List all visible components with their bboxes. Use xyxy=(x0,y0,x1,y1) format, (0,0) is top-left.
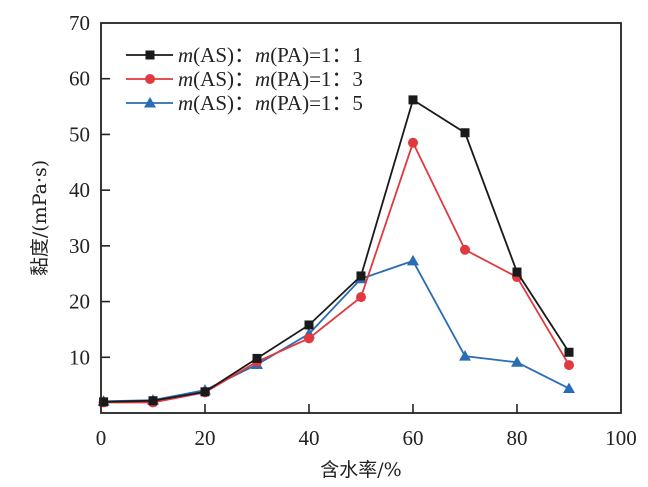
legend-marker xyxy=(145,74,155,84)
y-axis-title: 黏度/(mPa·s) xyxy=(29,160,51,276)
data-point xyxy=(460,128,470,138)
y-tick-label: 70 xyxy=(69,11,90,35)
y-tick-label: 30 xyxy=(69,234,90,258)
series-line xyxy=(103,98,570,403)
legend-label: m(AS)：m(PA)=1：1 xyxy=(178,43,363,67)
legend-item: m(AS)：m(PA)=1：5 xyxy=(126,91,363,115)
legend-marker xyxy=(144,97,156,108)
legend-item: m(AS)：m(PA)=1：3 xyxy=(126,67,363,91)
x-tick-label: 40 xyxy=(299,426,320,450)
data-point xyxy=(564,360,574,371)
x-tick-label: 60 xyxy=(403,426,424,450)
legend-label-part: m xyxy=(178,43,193,67)
series-2 xyxy=(98,137,574,408)
plot-frame xyxy=(100,22,622,414)
data-point xyxy=(460,244,470,255)
x-tick-label: 20 xyxy=(195,426,216,450)
legend-label-part: m xyxy=(255,91,270,115)
x-axis-title: 含水率/% xyxy=(320,459,401,481)
data-point xyxy=(408,137,418,148)
legend-label-part: (AS)： xyxy=(193,67,255,91)
data-point xyxy=(304,320,314,330)
legend-label-part: (PA)=1：1 xyxy=(270,43,363,67)
plot-marks xyxy=(97,95,575,408)
legend-label-part: (AS)： xyxy=(193,43,255,67)
y-tick-label: 20 xyxy=(69,290,90,314)
y-tick-label: 40 xyxy=(69,178,90,202)
legend-label-part: m xyxy=(255,67,270,91)
legend-label-part: m xyxy=(255,43,270,67)
data-point xyxy=(252,353,262,363)
axis-ticks: 0 20 40 60 80 100 10 20 30 40 50 60 70 xyxy=(69,11,637,450)
legend-marker xyxy=(145,50,155,60)
legend-label: m(AS)：m(PA)=1：3 xyxy=(178,67,363,91)
y-tick-label: 50 xyxy=(69,122,90,146)
data-point xyxy=(148,396,158,406)
data-point xyxy=(512,267,522,277)
data-point xyxy=(200,387,210,397)
legend-label-part: (PA)=1：3 xyxy=(270,67,363,91)
data-point xyxy=(356,292,366,303)
y-tick-label: 10 xyxy=(69,345,90,369)
data-point xyxy=(459,350,471,361)
legend-label-part: (PA)=1：5 xyxy=(270,91,363,115)
data-point xyxy=(511,356,523,367)
data-point xyxy=(304,333,314,344)
data-point xyxy=(408,95,418,105)
x-tick-label: 80 xyxy=(507,426,528,450)
data-point xyxy=(563,382,575,393)
legend-label-part: m xyxy=(178,91,193,115)
x-tick-label: 0 xyxy=(96,426,107,450)
legend-label-part: (AS)： xyxy=(193,91,255,115)
legend-label: m(AS)：m(PA)=1：5 xyxy=(178,91,363,115)
series-1 xyxy=(99,95,574,407)
data-point xyxy=(356,271,366,281)
series-3 xyxy=(97,254,575,406)
y-tick-label: 60 xyxy=(69,67,90,91)
legend: m(AS)：m(PA)=1：1m(AS)：m(PA)=1：3m(AS)：m(PA… xyxy=(126,43,363,115)
legend-item: m(AS)：m(PA)=1：1 xyxy=(126,43,363,67)
x-tick-label: 100 xyxy=(605,426,637,450)
series-line xyxy=(103,259,570,403)
data-point xyxy=(99,397,109,407)
data-point xyxy=(407,254,419,266)
data-point xyxy=(564,347,574,357)
legend-label-part: m xyxy=(178,67,193,91)
series-line xyxy=(103,140,570,404)
